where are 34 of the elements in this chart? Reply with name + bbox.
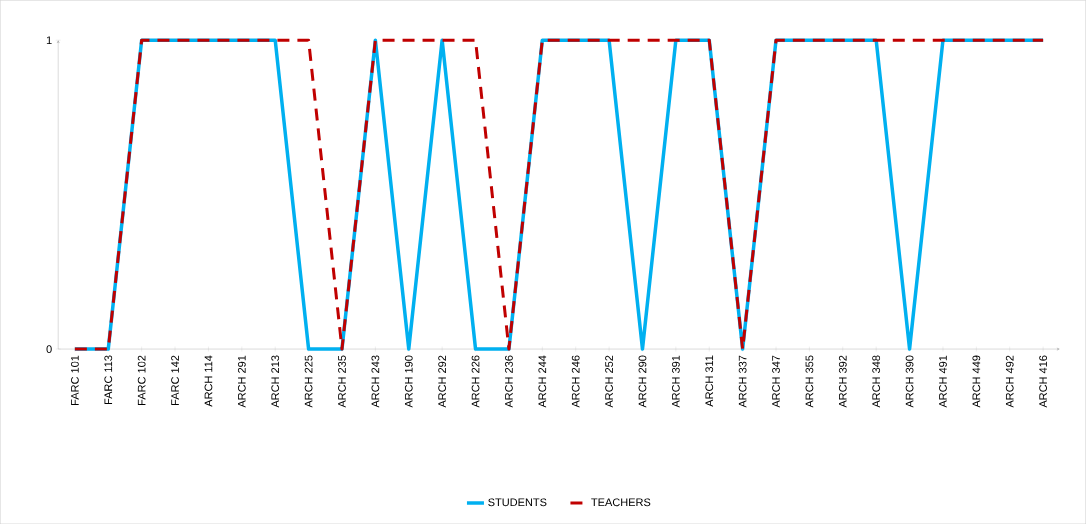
x-tick-label: ARCH 392 bbox=[838, 355, 847, 408]
x-tick-label: ARCH 252 bbox=[605, 355, 613, 408]
x-tick-label: FARC 142 bbox=[171, 355, 179, 405]
x-tick-label: ARCH 449 bbox=[972, 355, 981, 408]
x-tick-label: ARCH 243 bbox=[371, 355, 380, 408]
x-tick-label: ARCH 347 bbox=[772, 355, 780, 408]
legend-label: TEACHERS bbox=[591, 498, 651, 507]
x-tick-label: ARCH 290 bbox=[638, 355, 647, 408]
x-tick-label: ARCH 337 bbox=[738, 355, 747, 408]
x-tick-label: ARCH 416 bbox=[1039, 355, 1048, 408]
x-tick-label: ARCH 226 bbox=[471, 355, 480, 408]
y-tick-label: 1 bbox=[46, 36, 52, 44]
x-tick-label: ARCH 213 bbox=[271, 355, 280, 408]
x-tick-label: ARCH 311 bbox=[705, 355, 714, 407]
x-tick-label: ARCH 114 bbox=[204, 355, 213, 407]
x-tick-label: ARCH 292 bbox=[438, 355, 447, 408]
legend-label: STUDENTS bbox=[488, 498, 547, 507]
x-tick-label: FARC 113 bbox=[104, 355, 113, 404]
x-tick-label: FARC 102 bbox=[137, 355, 146, 405]
x-tick-label: ARCH 491 bbox=[939, 355, 947, 408]
x-tick-label: ARCH 492 bbox=[1005, 355, 1014, 408]
x-tick-label: ARCH 235 bbox=[338, 355, 346, 408]
x-tick-label: ARCH 391 bbox=[671, 355, 680, 408]
x-tick-label: ARCH 225 bbox=[304, 355, 313, 408]
x-tick-label: ARCH 190 bbox=[404, 355, 413, 408]
x-tick-label: FARC 101 bbox=[70, 355, 79, 405]
x-tick-label: ARCH 390 bbox=[905, 355, 914, 408]
x-tick-label: ARCH 244 bbox=[538, 355, 547, 408]
y-tick-label: 0 bbox=[46, 345, 52, 353]
x-tick-label: ARCH 236 bbox=[505, 355, 513, 408]
x-tick-label: ARCH 355 bbox=[805, 355, 814, 408]
x-tick-label: ARCH 291 bbox=[237, 355, 246, 408]
x-tick-label: ARCH 348 bbox=[872, 355, 881, 408]
x-tick-label: ARCH 246 bbox=[571, 355, 580, 408]
